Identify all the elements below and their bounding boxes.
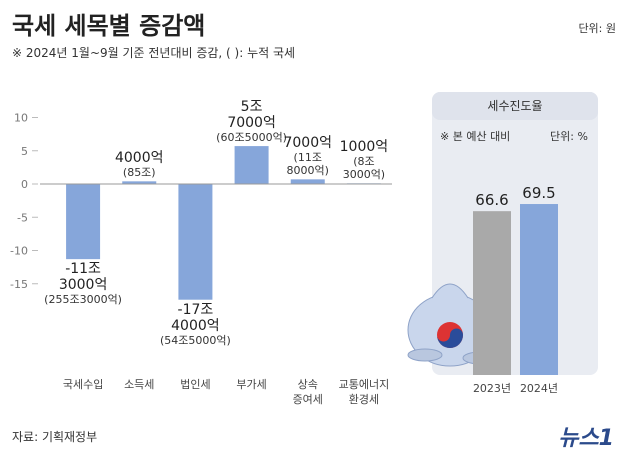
x-tick-label: 법인세 (180, 378, 211, 391)
subtitle: ※ 2024년 1월~9월 기준 전년대비 증감, ( ): 누적 국세 (12, 46, 296, 60)
y-tick-label: 10 (14, 112, 28, 125)
panel-title: 세수진도율 (487, 99, 543, 113)
title: 국세 세목별 증감액 (12, 12, 206, 40)
money-bag (407, 283, 498, 367)
bar-label-group: -17조 4000억 (54조5000억) (160, 302, 231, 347)
x-tick-label: 2024년 (520, 382, 558, 395)
value-label: 7000억 (283, 135, 333, 152)
bar-label-group: 7000억 (11조 8000억) (283, 135, 332, 177)
cumulative-label: (11조 8000억) (286, 151, 329, 178)
value-label: 69.5 (522, 184, 555, 202)
cumulative-label: (8조 3000억) (342, 155, 386, 182)
x-tick-label: 국세수입 (62, 378, 104, 391)
bar (520, 204, 558, 375)
logo: 뉴스1 (558, 426, 614, 451)
cumulative-label: (54조5000억) (159, 333, 231, 347)
bar-label-group: -11조 3000억 (255조3000억) (44, 261, 122, 306)
bar (122, 181, 157, 184)
y-tick-label: 5 (21, 145, 28, 158)
y-tick-label: -10 (10, 245, 28, 258)
value-label: -11조 3000억 (58, 261, 108, 294)
bar (473, 211, 511, 375)
x-tick-label: 소득세 (124, 378, 155, 391)
bar (234, 146, 269, 184)
value-label: 5조 7000억 (227, 99, 276, 132)
panel-note: ※ 본 예산 대비 (440, 130, 511, 143)
value-label: 1000억 (339, 139, 389, 156)
x-tick-label: 2023년 (473, 382, 511, 395)
value-label: 66.6 (475, 191, 508, 209)
bar-label-group: 5조 7000억 (60조5000억) (216, 99, 287, 144)
y-tick-label: -5 (17, 211, 28, 224)
x-tick-label: 부가세 (236, 378, 267, 391)
bar-label-group: 1000억 (8조 3000억) (340, 139, 389, 181)
cumulative-label: (60조5000억) (216, 131, 287, 145)
cumulative-label: (85조) (122, 166, 156, 180)
bar (66, 184, 101, 260)
y-tick-label: 0 (21, 178, 28, 191)
value-label: 4000억 (114, 150, 164, 167)
bar-label-group: 4000억 (85조) (115, 150, 164, 179)
panel-unit: 단위: % (550, 130, 588, 143)
x-tick-label: 교통에너지 환경세 (338, 378, 390, 406)
value-label: -17조 4000억 (171, 301, 220, 334)
source: 자료: 기획재정부 (12, 430, 98, 444)
x-tick-label: 상속 증여세 (292, 378, 323, 406)
bar (178, 184, 213, 300)
cumulative-label: (255조3000억) (44, 293, 122, 307)
unit: 단위: 원 (578, 22, 616, 35)
bar (290, 179, 325, 184)
panel-header (432, 92, 598, 120)
y-tick-label: -15 (10, 278, 28, 291)
